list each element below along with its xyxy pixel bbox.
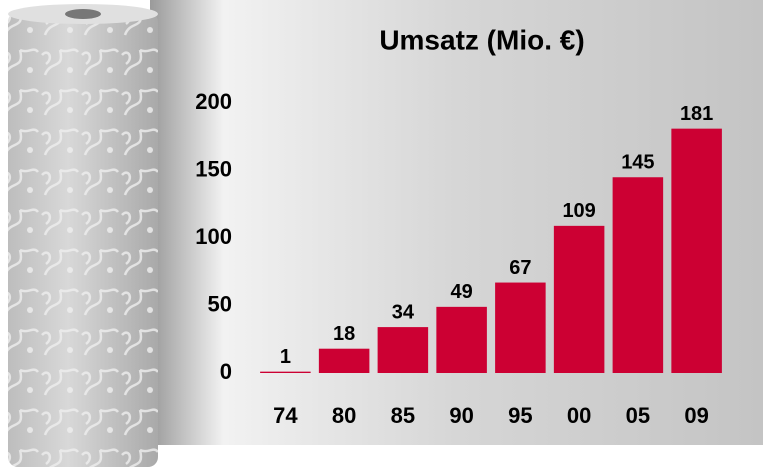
bar [495,282,546,373]
bar [377,327,429,373]
bar [553,225,605,373]
paper-roll [8,4,158,467]
x-tick-label: 80 [332,403,356,428]
x-tick-label: 90 [449,403,473,428]
y-tick-label: 150 [195,156,232,181]
data-label: 181 [680,103,713,125]
x-tick-label: 95 [508,403,532,428]
x-tick-label: 74 [273,403,298,428]
x-tick-label: 00 [567,403,591,428]
y-tick-label: 50 [208,291,232,316]
background [150,0,763,445]
data-label: 109 [562,200,595,222]
bar [612,177,664,373]
y-tick-label: 100 [195,224,232,249]
data-label: 18 [333,323,355,345]
data-label: 1 [280,346,291,368]
x-tick-label: 09 [684,403,708,428]
bar [318,348,370,373]
bar [671,128,722,373]
bar [436,306,487,373]
data-label: 49 [451,281,473,303]
x-tick-label: 05 [626,403,650,428]
y-tick-label: 0 [220,359,232,384]
data-label: 67 [509,257,531,279]
y-tick-label: 200 [195,89,232,114]
chart-title: Umsatz (Mio. €) [379,24,584,55]
bar [260,371,311,373]
data-label: 34 [392,301,415,323]
x-tick-label: 85 [391,403,415,428]
data-label: 145 [621,152,654,174]
